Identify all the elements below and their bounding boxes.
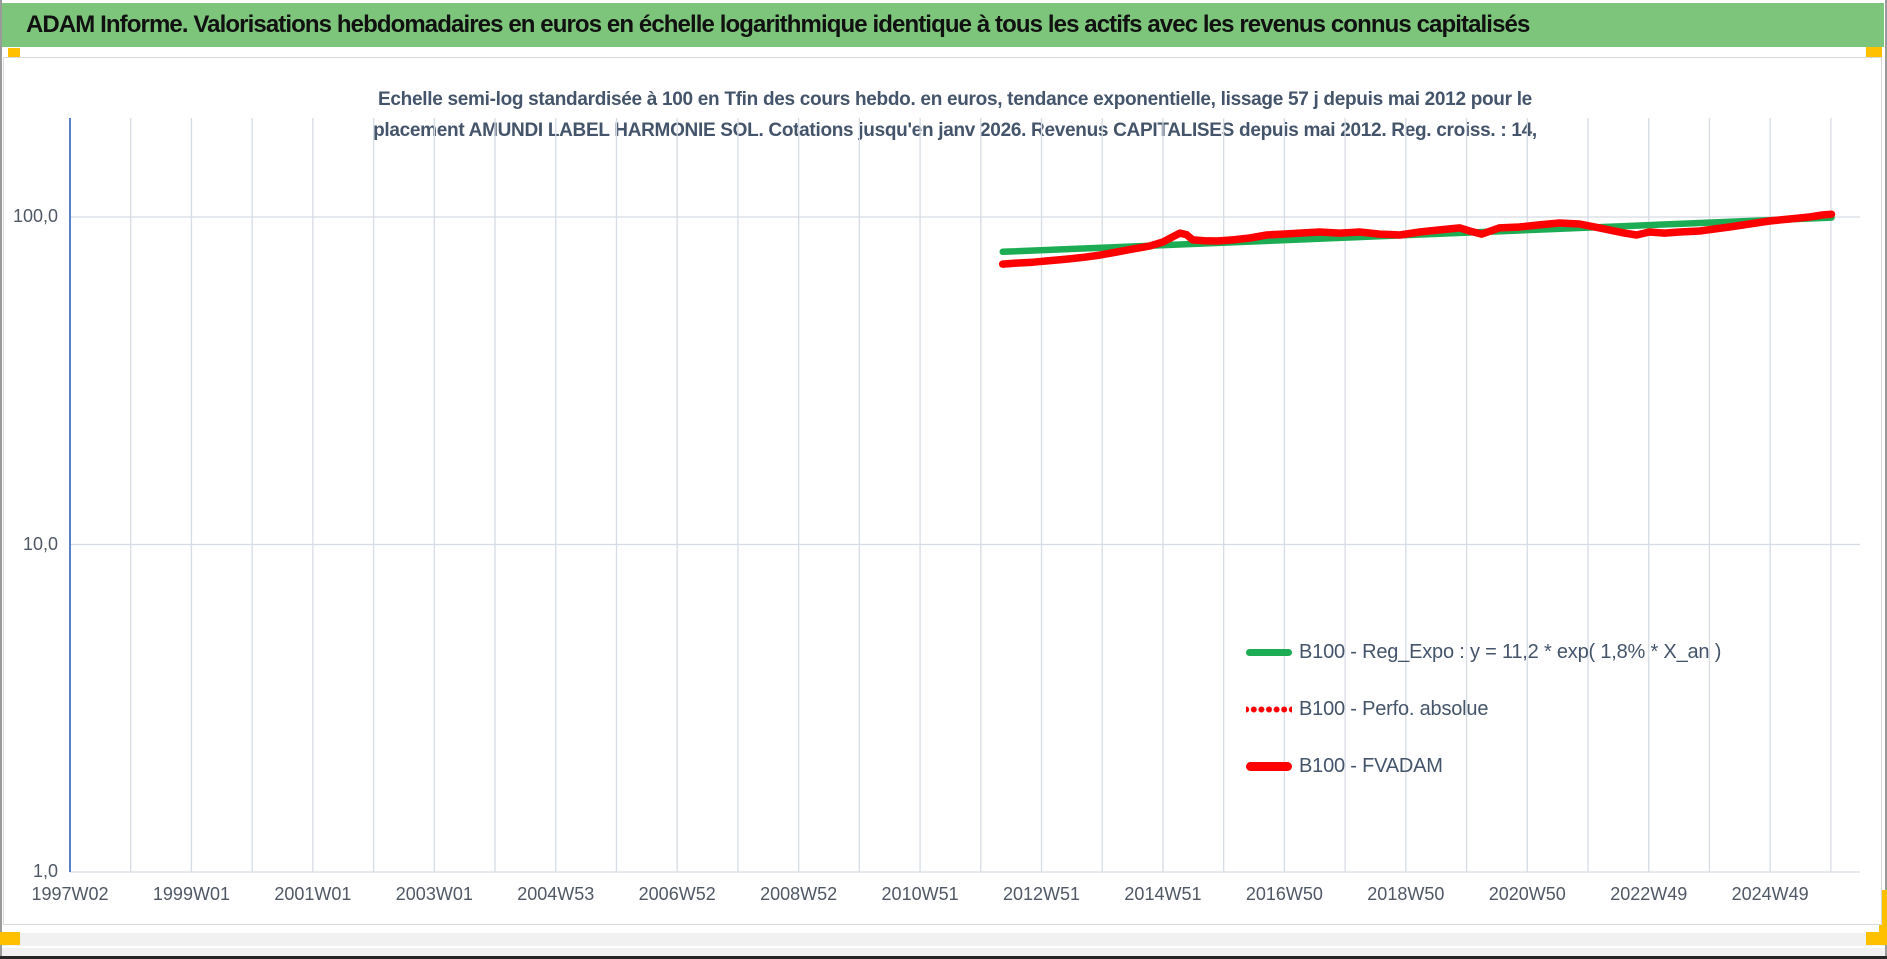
anchor-marker-top-left	[8, 48, 20, 58]
x-tick-label: 2004W53	[517, 884, 595, 904]
sheet-row-band	[2, 948, 1885, 956]
chart-title[interactable]: Echelle semi-log standardisée à 100 en T…	[205, 84, 1705, 146]
x-tick-label: 2018W50	[1367, 884, 1445, 904]
legend-label: B100 - FVADAM	[1299, 755, 1443, 777]
anchor-marker-right-strip	[1879, 890, 1887, 945]
red-line-swatch-icon	[1246, 762, 1292, 771]
legend-item-fvadam[interactable]: B100 - FVADAM	[1246, 738, 1721, 795]
series-fvadam-line[interactable]	[998, 210, 1836, 268]
window-edge-right	[1885, 0, 1887, 959]
x-tick-label: 2008W52	[760, 884, 838, 904]
y-tick-label: 10,0	[22, 533, 58, 554]
legend-label: B100 - Reg_Expo : y = 11,2 * exp( 1,8% *…	[1299, 641, 1722, 663]
header-title: ADAM Informe. Valorisations hebdomadaire…	[26, 11, 1530, 38]
x-tick-label: 2010W51	[881, 884, 959, 904]
x-tick-label: 2020W50	[1488, 884, 1566, 904]
window-edge-left	[0, 0, 2, 959]
legend-label: B100 - Perfo. absolue	[1299, 698, 1489, 720]
header-title-cell[interactable]: ADAM Informe. Valorisations hebdomadaire…	[2, 3, 1884, 47]
x-tick-label: 1999W01	[152, 884, 230, 904]
chart-title-line1: Echelle semi-log standardisée à 100 en T…	[378, 89, 1532, 110]
window-edge-bottom	[0, 956, 1887, 959]
legend-item-perfo-absolue[interactable]: B100 - Perfo. absolue	[1246, 681, 1721, 738]
anchor-marker-bottom-left	[0, 932, 20, 945]
x-tick-label: 2022W49	[1610, 884, 1688, 904]
y-tick-label: 100,0	[12, 206, 58, 226]
legend[interactable]: B100 - Reg_Expo : y = 11,2 * exp( 1,8% *…	[1246, 624, 1721, 795]
red-dotted-swatch-icon	[1246, 706, 1292, 713]
x-tick-label: 1997W02	[31, 884, 109, 904]
x-tick-label: 2012W51	[1002, 884, 1081, 904]
chart-title-line2: placement AMUNDI LABEL HARMONIE SOL. Cot…	[373, 120, 1537, 141]
x-tick-label: 2014W51	[1124, 884, 1202, 904]
x-tick-label: 2001W01	[274, 884, 352, 904]
y-tick-label: 1,0	[32, 861, 58, 881]
chart-object[interactable]	[3, 57, 1882, 925]
sheet-row-band	[2, 933, 1885, 946]
x-tick-label: 2024W49	[1731, 884, 1809, 904]
x-tick-label: 2003W01	[395, 884, 473, 904]
green-line-swatch-icon	[1246, 649, 1292, 656]
anchor-marker-top-right	[1866, 47, 1882, 58]
x-tick-label: 2016W50	[1245, 884, 1323, 904]
x-tick-label: 2006W52	[638, 884, 716, 904]
legend-item-reg-expo[interactable]: B100 - Reg_Expo : y = 11,2 * exp( 1,8% *…	[1246, 624, 1721, 681]
anchor-marker-bottom-right	[1866, 932, 1887, 945]
